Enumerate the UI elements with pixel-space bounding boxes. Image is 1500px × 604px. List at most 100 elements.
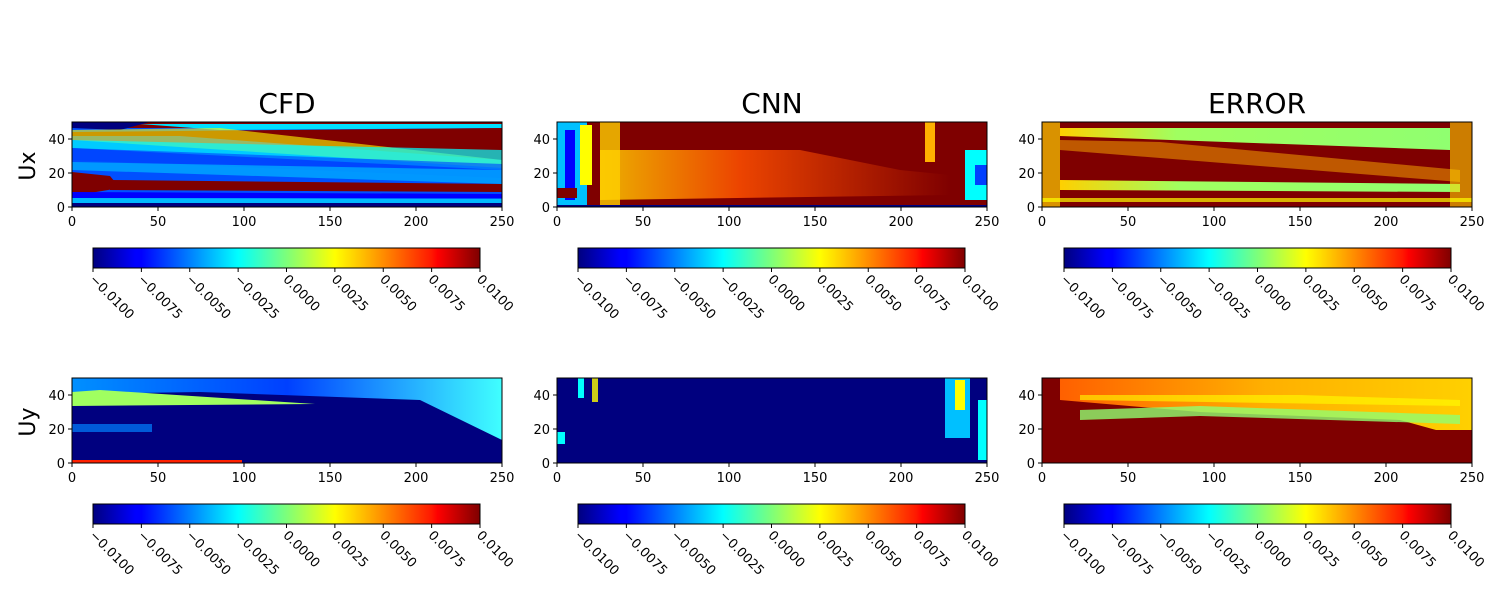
colorbar-tick-label-uy-cnn: 0.0025	[813, 528, 856, 571]
y-tick-label-uy-error: 0	[1027, 457, 1035, 472]
colorbar-tick-label-uy-cfd: −0.0075	[135, 528, 185, 578]
colorbar-tick-label-ux-error: −0.0100	[1057, 272, 1107, 322]
colorbar-tick-label-ux-cnn: −0.0075	[620, 272, 670, 322]
y-tick-label-uy-cnn: 20	[533, 423, 550, 438]
colorbar-tick-label-ux-error: 0.0100	[1444, 272, 1487, 315]
colorbar-tick-label-ux-cfd: 0.0050	[376, 272, 419, 315]
colorbar-tick-label-ux-error: 0.0075	[1396, 272, 1439, 315]
y-tick-label-ux-cnn: 40	[533, 133, 550, 148]
x-tick-label-ux-error: 0	[1038, 215, 1046, 230]
y-tick-label-uy-cfd: 0	[57, 457, 65, 472]
x-tick-label-ux-cnn: 0	[553, 215, 561, 230]
x-tick-label-uy-cnn: 50	[635, 471, 652, 486]
colorbar-tick-label-ux-cnn: −0.0100	[571, 272, 621, 322]
row-label-uy: Uy	[16, 407, 41, 436]
colorbar-uy-cnn	[578, 504, 965, 524]
colorbar-tick-label-ux-cfd: 0.0075	[425, 272, 468, 315]
x-tick-label-uy-cnn: 200	[889, 471, 914, 486]
y-tick-label-ux-error: 20	[1018, 167, 1035, 182]
x-tick-label-ux-error: 150	[1288, 215, 1313, 230]
colorbar-tick-label-uy-cfd: 0.0025	[328, 528, 371, 571]
x-tick-label-uy-error: 200	[1374, 471, 1399, 486]
heatmap-ux-cnn	[557, 122, 987, 207]
colorbar-tick-label-uy-cnn: −0.0050	[668, 528, 718, 578]
column-title-error: ERROR	[1208, 87, 1306, 120]
colorbar-tick-label-uy-cfd: 0.0000	[280, 528, 323, 571]
y-tick-label-uy-cfd: 40	[48, 389, 65, 404]
x-tick-label-ux-cfd: 0	[68, 215, 76, 230]
y-tick-label-uy-error: 40	[1018, 389, 1035, 404]
colorbar-ux-error	[1064, 248, 1451, 268]
y-tick-label-uy-cfd: 20	[48, 423, 65, 438]
heatmap-uy-cnn	[557, 378, 987, 463]
colorbar-tick-label-ux-error: −0.0075	[1106, 272, 1156, 322]
colorbar-tick-label-uy-cnn: 0.0075	[910, 528, 953, 571]
colorbar-tick-label-uy-error: −0.0075	[1106, 528, 1156, 578]
colorbar-tick-label-uy-error: −0.0050	[1154, 528, 1204, 578]
x-tick-label-uy-cfd: 250	[490, 471, 515, 486]
heatmap-ux-cfd	[72, 122, 502, 207]
colorbar-tick-label-uy-error: −0.0025	[1202, 528, 1252, 578]
y-tick-label-uy-error: 20	[1018, 423, 1035, 438]
x-tick-label-uy-cnn: 0	[553, 471, 561, 486]
x-tick-label-uy-cfd: 150	[318, 471, 343, 486]
x-tick-label-ux-cnn: 150	[803, 215, 828, 230]
colorbar-tick-label-uy-cfd: 0.0050	[376, 528, 419, 571]
x-tick-label-uy-error: 150	[1288, 471, 1313, 486]
colorbar-tick-label-ux-error: 0.0025	[1299, 272, 1342, 315]
colorbar-tick-label-uy-cnn: 0.0000	[765, 528, 808, 571]
colorbar-tick-label-uy-error: 0.0000	[1251, 528, 1294, 571]
x-tick-label-ux-cfd: 250	[490, 215, 515, 230]
x-tick-label-ux-error: 200	[1374, 215, 1399, 230]
x-tick-label-uy-error: 100	[1202, 471, 1227, 486]
colorbar-tick-label-ux-cnn: 0.0100	[958, 272, 1001, 315]
y-tick-label-ux-cnn: 20	[533, 167, 550, 182]
x-tick-label-uy-error: 0	[1038, 471, 1046, 486]
x-tick-label-ux-cnn: 100	[717, 215, 742, 230]
x-tick-label-uy-cnn: 100	[717, 471, 742, 486]
heatmap-uy-error	[1042, 378, 1472, 463]
colorbar-tick-label-ux-cfd: 0.0025	[328, 272, 371, 315]
colorbar-tick-label-ux-error: −0.0025	[1202, 272, 1252, 322]
x-tick-label-ux-cnn: 200	[889, 215, 914, 230]
colorbar-tick-label-uy-cfd: −0.0050	[183, 528, 233, 578]
colorbar-tick-label-ux-cfd: −0.0025	[231, 272, 281, 322]
x-tick-label-ux-cfd: 50	[150, 215, 167, 230]
x-tick-label-uy-cnn: 250	[975, 471, 1000, 486]
colorbar-tick-label-ux-error: 0.0050	[1347, 272, 1390, 315]
y-tick-label-ux-error: 40	[1018, 133, 1035, 148]
colorbar-tick-label-ux-cfd: 0.0000	[280, 272, 323, 315]
colorbar-ux-cfd	[93, 248, 480, 268]
y-tick-label-ux-cnn: 0	[542, 201, 550, 216]
colorbar-tick-label-ux-cnn: 0.0075	[910, 272, 953, 315]
y-tick-label-ux-cfd: 0	[57, 201, 65, 216]
colorbar-tick-label-uy-cnn: −0.0025	[716, 528, 766, 578]
colorbar-tick-label-ux-cfd: −0.0075	[135, 272, 185, 322]
x-tick-label-uy-error: 50	[1120, 471, 1137, 486]
column-title-cnn: CNN	[741, 87, 802, 120]
colorbar-tick-label-uy-cnn: −0.0100	[571, 528, 621, 578]
colorbar-tick-label-ux-cnn: 0.0000	[765, 272, 808, 315]
colorbar-tick-label-uy-error: 0.0050	[1347, 528, 1390, 571]
x-tick-label-ux-error: 100	[1202, 215, 1227, 230]
colorbar-tick-label-ux-error: 0.0000	[1251, 272, 1294, 315]
x-tick-label-ux-cfd: 100	[232, 215, 257, 230]
colorbar-tick-label-ux-cnn: −0.0025	[716, 272, 766, 322]
colorbar-tick-label-ux-cnn: 0.0050	[861, 272, 904, 315]
y-tick-label-ux-error: 0	[1027, 201, 1035, 216]
colorbar-tick-label-uy-error: 0.0075	[1396, 528, 1439, 571]
colorbar-tick-label-ux-cnn: 0.0025	[813, 272, 856, 315]
x-tick-label-uy-error: 250	[1460, 471, 1485, 486]
row-label-ux: Ux	[16, 151, 41, 180]
x-tick-label-ux-cfd: 200	[404, 215, 429, 230]
x-tick-label-uy-cfd: 50	[150, 471, 167, 486]
colorbar-tick-label-uy-cnn: −0.0075	[620, 528, 670, 578]
colorbar-tick-label-ux-error: −0.0050	[1154, 272, 1204, 322]
colorbar-tick-label-ux-cfd: 0.0100	[473, 272, 516, 315]
x-tick-label-ux-cnn: 50	[635, 215, 652, 230]
colorbar-tick-label-uy-error: 0.0025	[1299, 528, 1342, 571]
x-tick-label-ux-error: 250	[1460, 215, 1485, 230]
colorbar-tick-label-uy-cfd: −0.0025	[231, 528, 281, 578]
colorbar-uy-error	[1064, 504, 1451, 524]
